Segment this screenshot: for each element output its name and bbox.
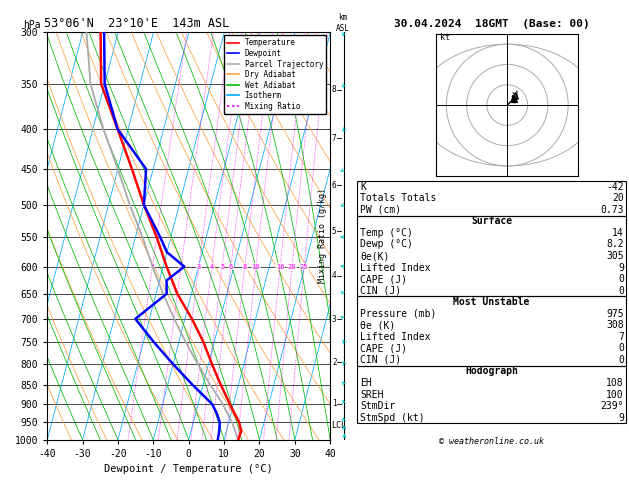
Text: 8.2: 8.2 <box>606 240 624 249</box>
Text: 6: 6 <box>332 181 337 190</box>
Text: hPa: hPa <box>23 19 41 30</box>
Text: 16: 16 <box>276 263 284 270</box>
Text: Hodograph: Hodograph <box>465 366 518 377</box>
Text: 305: 305 <box>606 251 624 261</box>
Text: 30.04.2024  18GMT  (Base: 00): 30.04.2024 18GMT (Base: 00) <box>394 19 589 29</box>
Text: km
ASL: km ASL <box>336 13 350 33</box>
Text: CAPE (J): CAPE (J) <box>360 344 408 353</box>
Text: Totals Totals: Totals Totals <box>360 193 437 203</box>
Text: 5: 5 <box>332 226 337 236</box>
Text: StmSpd (kt): StmSpd (kt) <box>360 413 425 423</box>
X-axis label: Dewpoint / Temperature (°C): Dewpoint / Temperature (°C) <box>104 465 273 474</box>
Text: 8: 8 <box>243 263 247 270</box>
Text: θe (K): θe (K) <box>360 320 396 330</box>
Text: 20: 20 <box>612 193 624 203</box>
Text: 53°06'N  23°10'E  143m ASL: 53°06'N 23°10'E 143m ASL <box>44 17 230 31</box>
Text: Surface: Surface <box>471 216 512 226</box>
Text: K: K <box>360 182 366 192</box>
Text: Mixing Ratio (g/kg): Mixing Ratio (g/kg) <box>318 188 327 283</box>
Text: 20: 20 <box>288 263 296 270</box>
Text: 14: 14 <box>612 228 624 238</box>
Text: 9: 9 <box>618 262 624 273</box>
Text: 0: 0 <box>618 286 624 295</box>
Text: 8: 8 <box>332 85 337 94</box>
Text: 308: 308 <box>606 320 624 330</box>
Text: Lifted Index: Lifted Index <box>360 262 431 273</box>
Text: 108: 108 <box>606 378 624 388</box>
Text: 239°: 239° <box>601 401 624 411</box>
Text: StmDir: StmDir <box>360 401 396 411</box>
Text: 10: 10 <box>252 263 260 270</box>
Text: SREH: SREH <box>360 390 384 399</box>
Text: 7: 7 <box>618 332 624 342</box>
Text: θe(K): θe(K) <box>360 251 390 261</box>
Text: 6: 6 <box>229 263 233 270</box>
Text: 25: 25 <box>300 263 308 270</box>
Text: 0: 0 <box>618 355 624 365</box>
Text: 3: 3 <box>332 315 337 324</box>
Text: 100: 100 <box>606 390 624 399</box>
Text: EH: EH <box>360 378 372 388</box>
Text: Dewp (°C): Dewp (°C) <box>360 240 413 249</box>
Text: 5: 5 <box>220 263 224 270</box>
Text: Most Unstable: Most Unstable <box>454 297 530 307</box>
Text: 2: 2 <box>332 358 337 366</box>
Text: 3: 3 <box>197 263 201 270</box>
Text: PW (cm): PW (cm) <box>360 205 401 215</box>
Text: 0: 0 <box>618 344 624 353</box>
Text: CAPE (J): CAPE (J) <box>360 274 408 284</box>
Text: 7: 7 <box>332 134 337 142</box>
Legend: Temperature, Dewpoint, Parcel Trajectory, Dry Adiabat, Wet Adiabat, Isotherm, Mi: Temperature, Dewpoint, Parcel Trajectory… <box>224 35 326 114</box>
Text: 2: 2 <box>179 263 183 270</box>
Text: 0: 0 <box>618 274 624 284</box>
Text: 1: 1 <box>150 263 155 270</box>
Text: kt: kt <box>440 33 450 42</box>
Text: LCL: LCL <box>331 421 346 431</box>
Text: Temp (°C): Temp (°C) <box>360 228 413 238</box>
Text: 975: 975 <box>606 309 624 319</box>
Text: Lifted Index: Lifted Index <box>360 332 431 342</box>
Text: 4: 4 <box>332 271 337 280</box>
Text: Pressure (mb): Pressure (mb) <box>360 309 437 319</box>
Text: 1: 1 <box>332 399 337 408</box>
Text: 0.73: 0.73 <box>601 205 624 215</box>
Text: © weatheronline.co.uk: © weatheronline.co.uk <box>439 437 544 447</box>
Text: CIN (J): CIN (J) <box>360 286 401 295</box>
Text: CIN (J): CIN (J) <box>360 355 401 365</box>
Text: -42: -42 <box>606 182 624 192</box>
Text: 9: 9 <box>618 413 624 423</box>
Text: 4: 4 <box>209 263 214 270</box>
